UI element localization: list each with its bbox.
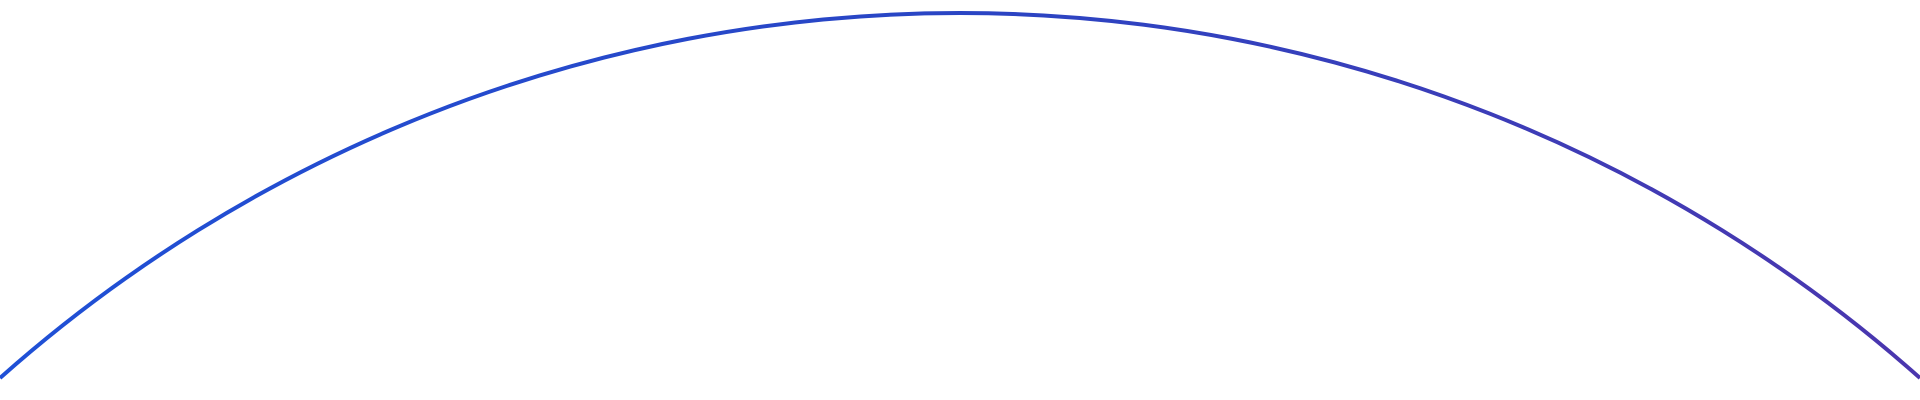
decorative-arc bbox=[0, 11, 1920, 380]
